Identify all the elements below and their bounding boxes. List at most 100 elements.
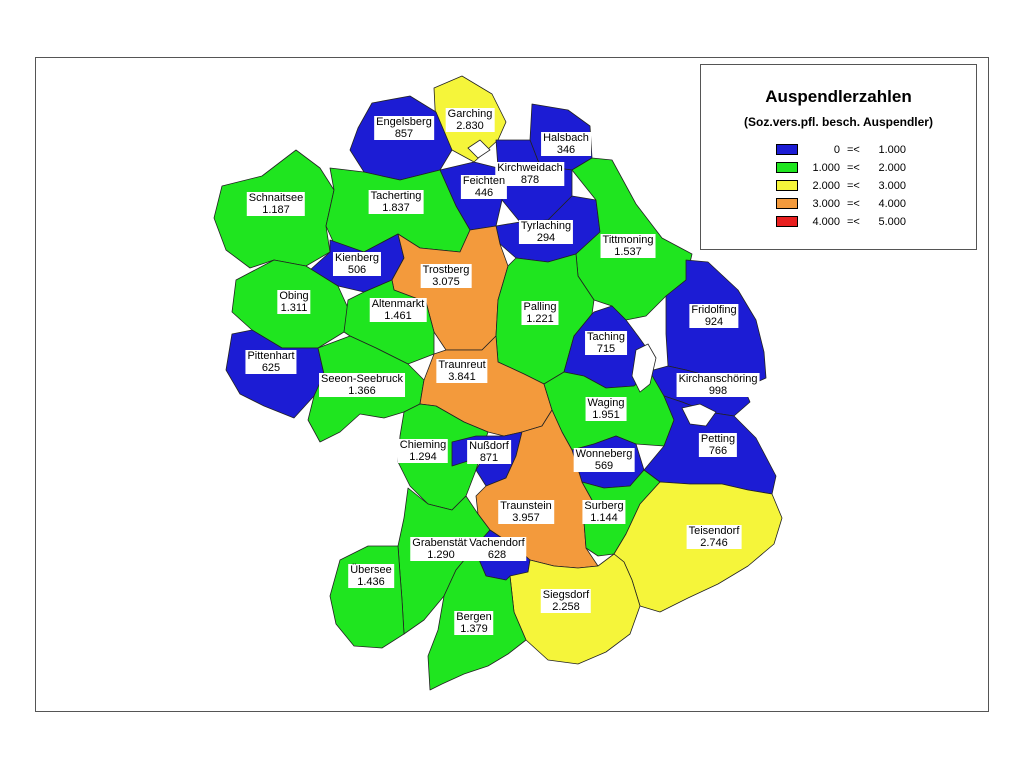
label-tacherting: Tacherting 1.837 [368, 190, 424, 214]
region-value: 2.258 [552, 601, 580, 613]
region-value: 2.830 [456, 120, 484, 132]
label-teisendorf: Teisendorf 2.746 [686, 525, 742, 549]
region-value: 1.290 [427, 549, 455, 561]
region-value: 506 [347, 264, 367, 276]
region-name: Bergen [456, 611, 492, 623]
region-value: 1.379 [460, 623, 488, 635]
legend-swatch [776, 198, 798, 209]
label-tittmoning: Tittmoning 1.537 [600, 234, 656, 258]
label-taching: Taching 715 [585, 331, 627, 355]
region-name: Feichten [462, 175, 506, 187]
legend-from: 0 [833, 144, 840, 156]
label-kienberg: Kienberg 506 [332, 252, 382, 276]
label-tyrlaching: Tyrlaching 294 [518, 220, 574, 244]
region-value: 346 [556, 144, 576, 156]
region-name: Tyrlaching [520, 220, 572, 232]
region-name: Grabenstätt [412, 537, 470, 549]
region-name: Altenmarkt [371, 298, 425, 310]
legend-subtitle: (Soz.vers.pfl. besch. Auspendler) [744, 115, 933, 129]
region-name: Teisendorf [688, 525, 740, 537]
label-vachendorf: Vachendorf 628 [467, 537, 527, 561]
region-value: 3.957 [512, 512, 540, 524]
region-value: 715 [596, 343, 616, 355]
legend-from: 3.000 [812, 198, 840, 210]
legend-to: 5.000 [878, 216, 906, 228]
region-value: 1.436 [357, 576, 385, 588]
region-name: Seeon-Seebruck [321, 373, 403, 385]
label-bergen: Bergen 1.379 [454, 611, 494, 635]
region-value: 857 [394, 128, 414, 140]
label-petting: Petting 766 [698, 433, 738, 457]
region-value: 766 [708, 445, 728, 457]
label-obing: Obing 1.311 [277, 290, 311, 314]
legend-to: 3.000 [878, 180, 906, 192]
label-waging: Waging 1.951 [585, 397, 627, 421]
region-name: Traunstein [500, 500, 552, 512]
region-value: 2.746 [700, 537, 728, 549]
label-surberg: Surberg 1.144 [582, 500, 626, 524]
legend-to: 1.000 [878, 144, 906, 156]
region-value: 628 [487, 549, 507, 561]
region-name: Schnaitsee [248, 192, 304, 204]
region-value: 446 [474, 187, 494, 199]
region-name: Trostberg [422, 264, 470, 276]
region-name: Fridolfing [691, 304, 737, 316]
label-kirchweidach: Kirchweidach 878 [495, 162, 565, 186]
label-seeon-seebruck: Seeon-Seebruck 1.366 [319, 373, 405, 397]
legend-operator: =< [847, 216, 860, 228]
region-name: Garching [447, 108, 493, 120]
region-value: 1.951 [592, 409, 620, 421]
legend-to: 4.000 [878, 198, 906, 210]
legend-from: 4.000 [812, 216, 840, 228]
region-name: Halsbach [543, 132, 589, 144]
region-name: Tacherting [370, 190, 422, 202]
region-value: 1.221 [526, 313, 554, 325]
region-name: Tittmoning [602, 234, 654, 246]
legend-row: 0 =< 1.000 [776, 144, 956, 156]
legend-from: 1.000 [812, 162, 840, 174]
legend-row: 1.000 =< 2.000 [776, 162, 956, 174]
region-value: 878 [520, 174, 540, 186]
label-feichten: Feichten 446 [460, 175, 508, 199]
region-name: Pittenhart [247, 350, 295, 362]
region-value: 625 [261, 362, 281, 374]
legend: Auspendlerzahlen (Soz.vers.pfl. besch. A… [700, 64, 977, 250]
region-name: Nußdorf [469, 440, 509, 452]
region-name: Vachendorf [469, 537, 525, 549]
label-nussdorf: Nußdorf 871 [467, 440, 511, 464]
legend-row: 3.000 =< 4.000 [776, 198, 956, 210]
label-halsbach: Halsbach 346 [541, 132, 591, 156]
region-name: Traunreut [438, 359, 486, 371]
label-chieming: Chieming 1.294 [397, 439, 449, 463]
region-name: Engelsberg [376, 116, 432, 128]
label-engelsberg: Engelsberg 857 [374, 116, 434, 140]
legend-operator: =< [847, 180, 860, 192]
lake [467, 139, 491, 159]
label-kirchanschoring: Kirchanschöring 998 [676, 373, 760, 397]
lake [631, 343, 657, 393]
region-value: 1.537 [614, 246, 642, 258]
region-name: Wonneberg [575, 448, 633, 460]
region-value: 3.841 [448, 371, 476, 383]
region-ubersee [329, 545, 405, 649]
region-name: Kienberg [334, 252, 380, 264]
region-value: 1.144 [590, 512, 618, 524]
label-altenmarkt: Altenmarkt 1.461 [369, 298, 427, 322]
region-value: 1.837 [382, 202, 410, 214]
region-value: 1.366 [348, 385, 376, 397]
region-name: Kirchweidach [497, 162, 563, 174]
legend-swatch [776, 180, 798, 191]
region-value: 3.075 [432, 276, 460, 288]
label-trostberg: Trostberg 3.075 [420, 264, 472, 288]
label-schnaitsee: Schnaitsee 1.187 [246, 192, 306, 216]
region-value: 294 [536, 232, 556, 244]
region-name: Palling [523, 301, 557, 313]
label-grabenstatt: Grabenstätt 1.290 [410, 537, 472, 561]
label-traunstein: Traunstein 3.957 [498, 500, 554, 524]
label-siegsdorf: Siegsdorf 2.258 [540, 589, 592, 613]
region-value: 569 [594, 460, 614, 472]
lake [681, 403, 717, 427]
region-value: 998 [708, 385, 728, 397]
region-value: 1.294 [409, 451, 437, 463]
legend-operator: =< [847, 144, 860, 156]
